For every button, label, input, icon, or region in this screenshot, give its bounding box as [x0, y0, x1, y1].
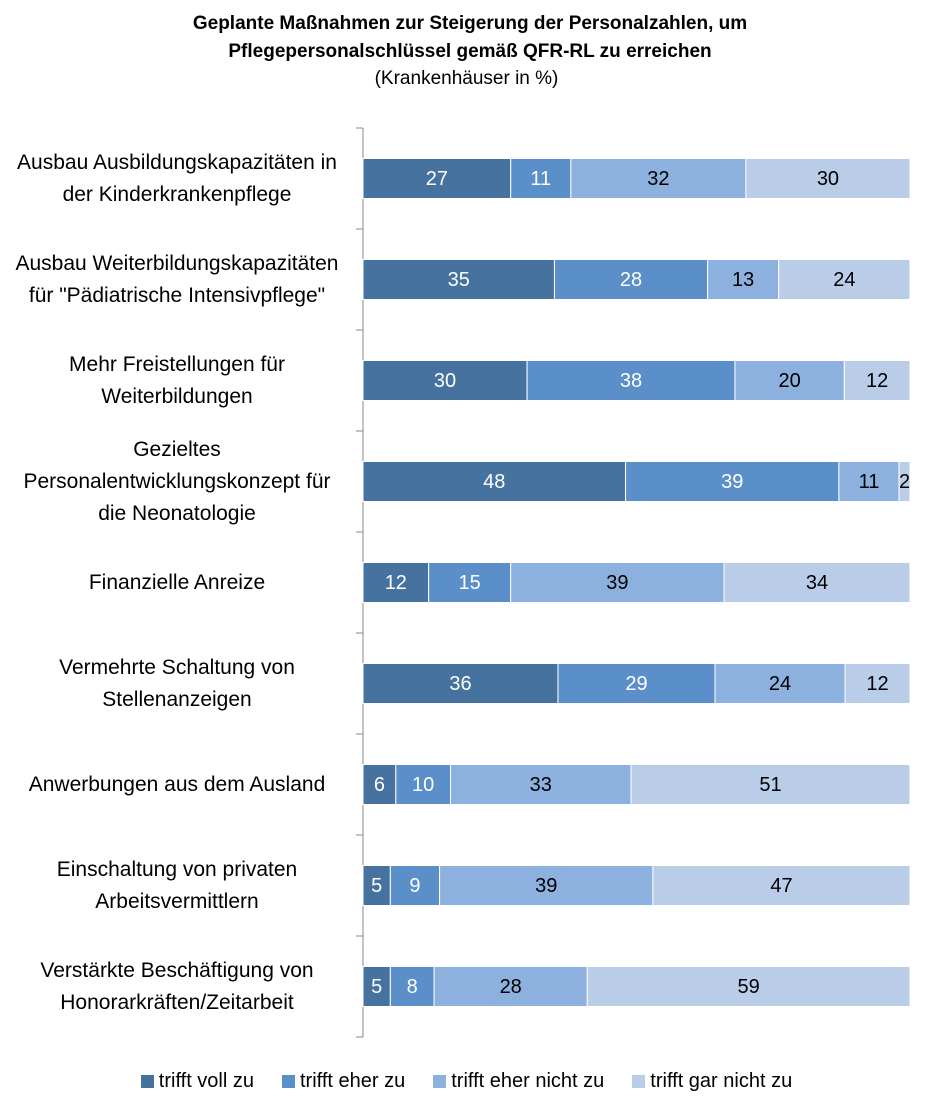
bar-segment	[778, 259, 911, 300]
bar-segment	[630, 764, 911, 805]
bar-segment	[838, 461, 900, 502]
bar-segment	[625, 461, 840, 502]
chart-subtitle: (Krankenhäuser in %)	[374, 68, 559, 89]
value-label: 11	[859, 471, 880, 493]
value-label: 33	[530, 774, 552, 796]
bar-segment	[510, 158, 572, 199]
bar-segment	[362, 259, 555, 300]
y-tick-label: Finanzielle Anreize	[88, 570, 266, 594]
value-label: 12	[385, 572, 407, 594]
y-tick-label: Ausbau Ausbildungskapazitäten in der Kin…	[17, 150, 337, 206]
y-tick-label: Ausbau Weiterbildungskapazitäten für "Pä…	[15, 251, 339, 307]
value-label: 12	[866, 673, 888, 695]
value-label: 30	[434, 370, 456, 392]
value-label: 24	[769, 673, 791, 695]
bar-segment	[428, 562, 512, 603]
bar-segment	[362, 663, 559, 704]
y-tick-label: Einschaltung von privaten Arbeitsvermitt…	[56, 857, 298, 913]
legend-swatch	[140, 1075, 154, 1088]
value-label: 36	[449, 673, 471, 695]
value-label: 34	[806, 572, 828, 594]
bar-segment	[389, 865, 441, 906]
value-label: 13	[732, 269, 754, 291]
y-tick-label: Anwerbungen aus dem Ausland	[28, 772, 326, 796]
value-label: 5	[371, 875, 382, 897]
legend-item: trifft voll zu	[140, 1070, 254, 1093]
value-label: 39	[606, 572, 628, 594]
bar-segment	[362, 158, 512, 199]
value-label: 5	[371, 976, 382, 998]
bar-segment	[389, 966, 435, 1007]
value-label: 38	[620, 370, 642, 392]
value-label: 28	[620, 269, 642, 291]
legend-item: trifft gar nicht zu	[632, 1070, 792, 1093]
value-label: 11	[530, 168, 551, 190]
bar-segment	[652, 865, 911, 906]
value-label: 6	[374, 774, 385, 796]
value-label: 28	[500, 976, 522, 998]
value-label: 8	[407, 976, 418, 998]
value-label: 51	[759, 774, 781, 796]
bar-segment	[395, 764, 452, 805]
bar-segment	[362, 360, 528, 401]
bar-segment	[844, 663, 911, 704]
bar-segment	[898, 461, 911, 502]
legend-swatch	[282, 1075, 295, 1088]
bar-segment	[433, 966, 588, 1007]
value-label: 30	[817, 168, 839, 190]
bar-segment	[586, 966, 911, 1007]
bar-segment	[362, 865, 391, 906]
legend-item: trifft eher nicht zu	[433, 1070, 604, 1093]
bar-segment	[553, 259, 709, 300]
bar-segment	[745, 158, 911, 199]
value-label: 29	[625, 673, 647, 695]
legend-label: trifft eher zu	[300, 1070, 406, 1092]
y-tick-label: Mehr Freistellungen für Weiterbildungen	[69, 352, 285, 408]
bar-segment	[557, 663, 716, 704]
value-label: 2	[899, 471, 910, 493]
value-label: 20	[779, 370, 801, 392]
value-label: 24	[833, 269, 855, 291]
legend-swatch	[433, 1075, 447, 1088]
bar-segment	[723, 562, 911, 603]
legend-swatch	[632, 1075, 646, 1088]
value-label: 39	[721, 471, 743, 493]
bar-segment	[570, 158, 747, 199]
value-label: 27	[426, 168, 448, 190]
value-label: 32	[647, 168, 669, 190]
bar-segment	[714, 663, 846, 704]
value-label: 59	[738, 976, 760, 998]
bar-segment	[362, 966, 391, 1007]
legend-item: trifft eher zu	[282, 1070, 405, 1093]
value-label: 48	[483, 471, 505, 493]
legend: trifft voll zu trifft eher zu trifft eher …	[0, 1070, 933, 1093]
y-tick-label: Vermehrte Schaltung von Stellenanzeigen	[59, 655, 295, 711]
bar-segment	[526, 360, 736, 401]
y-tick-label: Verstärkte Beschäftigung von Honorarkräf…	[40, 958, 314, 1014]
bar-segment	[362, 562, 430, 603]
legend-label: trifft gar nicht zu	[650, 1070, 793, 1092]
legend-label: trifft eher nicht zu	[451, 1070, 605, 1092]
value-label: 39	[535, 875, 557, 897]
chart-title: Geplante Maßnahmen zur Steigerung der Pe…	[192, 13, 748, 62]
value-label: 12	[866, 370, 888, 392]
value-label: 47	[770, 875, 792, 897]
bar-segment	[843, 360, 911, 401]
y-tick-label: Gezieltes Personalentwicklungskonzept fü…	[23, 437, 331, 525]
value-label: 10	[412, 774, 434, 796]
value-label: 15	[459, 572, 481, 594]
bar-segment	[362, 461, 627, 502]
value-label: 35	[448, 269, 470, 291]
value-label: 9	[409, 875, 420, 897]
bar-segment	[510, 562, 725, 603]
legend-label: trifft voll zu	[158, 1070, 254, 1092]
